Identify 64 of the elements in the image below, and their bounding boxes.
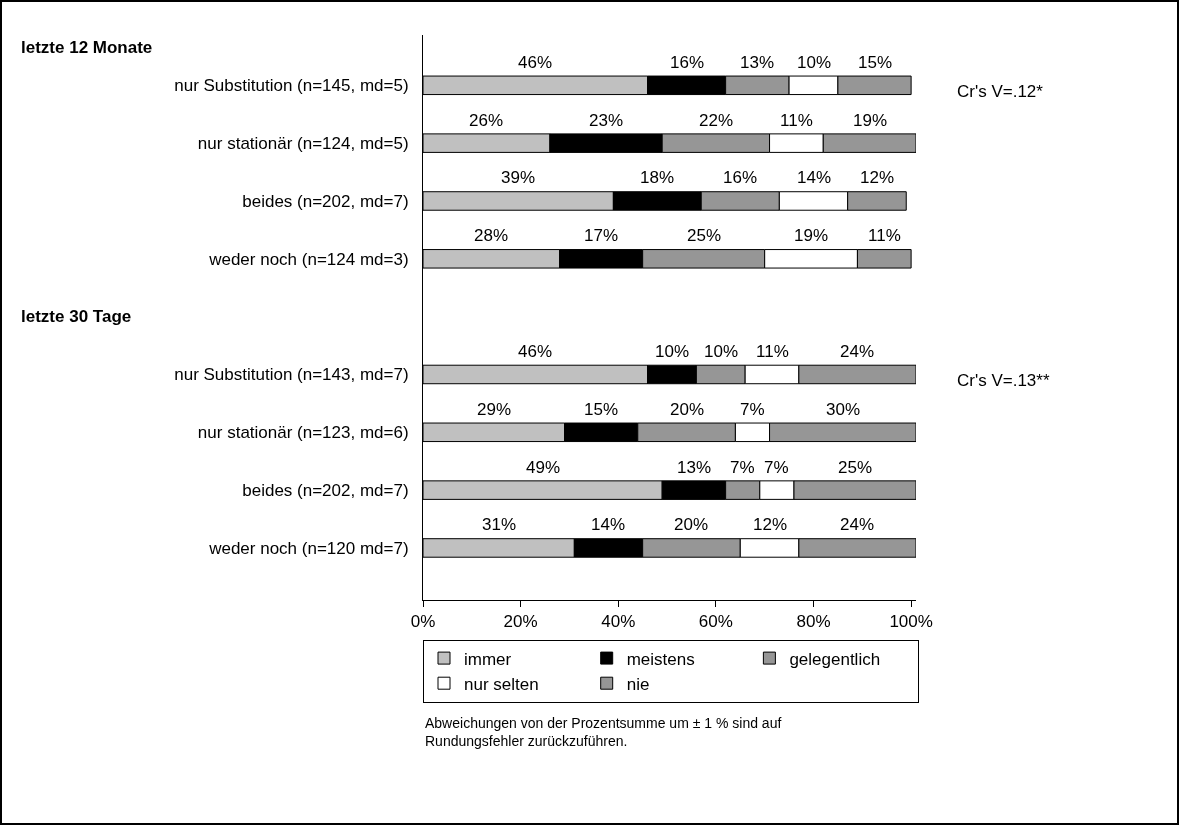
- data-label: 30%: [826, 400, 861, 419]
- y-tick-label: weder noch (n=124 md=3): [208, 249, 409, 269]
- data-label: 19%: [853, 111, 888, 130]
- data-label: 15%: [584, 400, 619, 419]
- y-tick-label: beides (n=202, md=7): [242, 191, 409, 211]
- x-tick-label: 60%: [698, 612, 733, 632]
- data-label: 20%: [674, 515, 709, 534]
- y-tick-label: nur stationär (n=123, md=6): [197, 423, 409, 443]
- x-tick-label: 80%: [796, 612, 831, 632]
- data-label: 28%: [474, 226, 509, 245]
- x-tick-label: 0%: [410, 612, 436, 632]
- legend-label: meistens: [626, 649, 695, 669]
- data-label: 10%: [655, 342, 690, 361]
- data-label: 46%: [518, 342, 553, 361]
- data-label: 16%: [723, 168, 758, 187]
- x-tick-label: 40%: [601, 612, 636, 632]
- data-label: 12%: [860, 168, 895, 187]
- y-tick-label: weder noch (n=120 md=7): [208, 538, 409, 558]
- y-tick-label: nur Substitution (n=145, md=5): [174, 76, 409, 96]
- text: Cr's V=.12*: [957, 82, 1044, 101]
- x-tick-label: 20%: [503, 612, 538, 632]
- data-label: 24%: [840, 342, 875, 361]
- data-label: 49%: [526, 458, 561, 477]
- data-label: 19%: [794, 226, 829, 245]
- data-label: 31%: [482, 515, 517, 534]
- data-label: 39%: [501, 168, 536, 187]
- text: letzte 30 Tage: [21, 307, 132, 326]
- data-label: 22%: [699, 111, 734, 130]
- data-label: 25%: [687, 226, 722, 245]
- data-label: 14%: [591, 515, 626, 534]
- data-label: 14%: [797, 168, 832, 187]
- data-label: 29%: [477, 400, 512, 419]
- data-label: 11%: [868, 226, 901, 245]
- legend-label: gelegentlich: [789, 649, 881, 669]
- text: letzte 12 Monate: [21, 38, 153, 57]
- data-label: 46%: [518, 53, 553, 72]
- data-label: 10%: [704, 342, 739, 361]
- legend-label: immer: [464, 649, 512, 669]
- data-label: 13%: [677, 458, 712, 477]
- data-label: 15%: [858, 53, 893, 72]
- x-tick-label: 100%: [889, 612, 933, 632]
- data-label: 18%: [640, 168, 675, 187]
- data-label: 10%: [797, 53, 832, 72]
- data-label: 23%: [589, 111, 624, 130]
- data-label: 7%: [730, 458, 755, 477]
- data-label: 26%: [469, 111, 504, 130]
- y-tick-label: nur stationär (n=124, md=5): [197, 134, 409, 154]
- data-label: 25%: [838, 458, 873, 477]
- text: Cr's V=.13**: [957, 371, 1050, 390]
- legend-label: nur selten: [464, 674, 539, 694]
- data-label: 24%: [840, 515, 875, 534]
- data-label: 13%: [740, 53, 775, 72]
- y-tick-label: nur Substitution (n=143, md=7): [174, 365, 409, 385]
- y-tick-label: beides (n=202, md=7): [242, 481, 409, 501]
- data-label: 11%: [780, 111, 813, 130]
- data-label: 17%: [584, 226, 619, 245]
- text: Abweichungen von der Prozentsumme um ± 1 % sind auf Rundungsfehler zurückzuführen.: [425, 715, 782, 750]
- data-label: 7%: [764, 458, 789, 477]
- data-label: 12%: [753, 515, 788, 534]
- legend-label: nie: [626, 674, 650, 694]
- data-label: 11%: [756, 342, 789, 361]
- data-label: 7%: [740, 400, 765, 419]
- data-label: 16%: [670, 53, 705, 72]
- data-label: 20%: [670, 400, 705, 419]
